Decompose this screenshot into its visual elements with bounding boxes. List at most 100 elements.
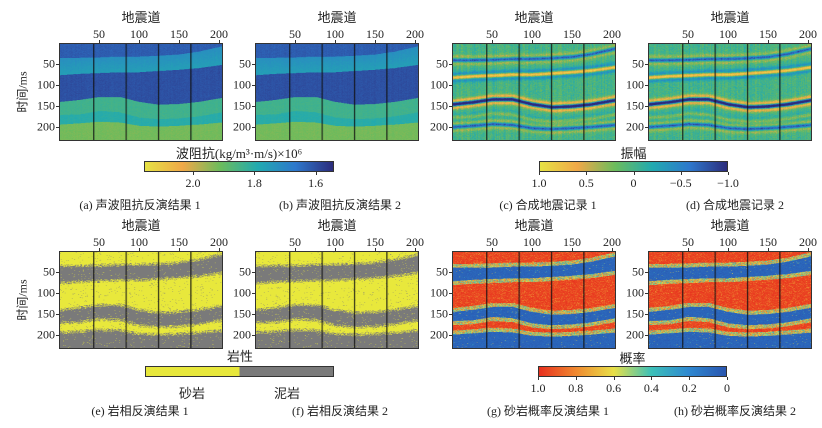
panel-caption: (b) 声波阻抗反演结果 2 bbox=[279, 198, 401, 212]
panel-caption: (c) 合成地震记录 1 bbox=[499, 198, 597, 212]
x-tick-label: 100 bbox=[326, 27, 344, 41]
heatmap-canvas-h bbox=[649, 252, 811, 348]
y-axis-title: 时间/ms bbox=[15, 279, 30, 321]
colorbar-tick-mark bbox=[651, 377, 653, 380]
colorbar-tick-mark bbox=[254, 172, 256, 175]
heatmap-canvas-d bbox=[649, 44, 811, 140]
y-tick-mark bbox=[56, 314, 59, 316]
x-tick-mark bbox=[219, 40, 220, 43]
x-tick-mark bbox=[768, 40, 769, 43]
x-tick-mark bbox=[572, 40, 573, 43]
y-tick-label: 50 bbox=[43, 264, 55, 279]
colorbar-tick-mark bbox=[575, 377, 577, 380]
y-tick-mark bbox=[645, 335, 648, 337]
colorbar-title: 波阻抗(kg/m³·m/s)×10⁶ bbox=[175, 146, 303, 161]
x-axis-title: 地震道 bbox=[710, 218, 750, 233]
x-tick-mark bbox=[99, 248, 100, 251]
y-tick-label: 200 bbox=[37, 327, 55, 342]
colorbar-title: 概率 bbox=[619, 351, 646, 366]
x-tick-mark bbox=[295, 40, 296, 43]
y-tick-label: 150 bbox=[37, 98, 55, 113]
colorbar-tick-label: −0.5 bbox=[669, 176, 692, 190]
x-tick-mark bbox=[219, 248, 220, 251]
heatmap-canvas-a bbox=[60, 44, 222, 140]
colorbar-tick-label: 2.0 bbox=[185, 176, 201, 190]
y-tick-mark bbox=[645, 293, 648, 295]
x-tick-mark bbox=[335, 40, 336, 43]
x-axis-title: 地震道 bbox=[514, 218, 554, 233]
x-tick-label: 100 bbox=[130, 235, 148, 249]
colorbar-amplitude bbox=[539, 161, 728, 172]
panel-caption: (a) 声波阻抗反演结果 1 bbox=[79, 198, 201, 212]
y-tick-mark bbox=[56, 64, 59, 66]
panel-caption: (h) 砂岩概率反演结果 2 bbox=[674, 404, 796, 418]
y-tick-label: 100 bbox=[233, 285, 251, 300]
y-tick-mark bbox=[449, 293, 452, 295]
y-tick-mark bbox=[645, 272, 648, 274]
y-tick-mark bbox=[449, 106, 452, 108]
colorbar-tick-label: −1.0 bbox=[717, 176, 739, 190]
heatmap-canvas-f bbox=[256, 252, 418, 348]
colorbar-tick-label: 0.5 bbox=[578, 176, 594, 190]
colorbar-probability bbox=[538, 366, 727, 377]
colorbar-tick-label: 0.2 bbox=[681, 381, 697, 395]
colorbar-impedance bbox=[144, 161, 334, 172]
x-tick-label: 150 bbox=[170, 27, 188, 41]
heatmap-panel-h bbox=[648, 251, 812, 349]
y-tick-mark bbox=[56, 272, 59, 274]
x-tick-label: 50 bbox=[486, 27, 498, 41]
colorbar-tick-label: 1.0 bbox=[531, 176, 547, 190]
x-tick-mark bbox=[139, 248, 140, 251]
y-tick-mark bbox=[645, 127, 648, 129]
x-tick-label: 200 bbox=[799, 235, 817, 249]
colorbar-title: 岩性 bbox=[226, 349, 254, 364]
colorbar-tick-mark bbox=[538, 377, 539, 380]
colorbar-category-label: 砂岩 bbox=[178, 386, 206, 401]
y-tick-label: 200 bbox=[233, 119, 251, 134]
x-axis-title: 地震道 bbox=[514, 10, 554, 25]
y-tick-mark bbox=[252, 106, 255, 108]
x-tick-label: 200 bbox=[210, 27, 228, 41]
y-tick-mark bbox=[56, 293, 59, 295]
y-tick-label: 200 bbox=[430, 119, 448, 134]
colorbar-tick-label: 0 bbox=[724, 381, 730, 395]
y-tick-mark bbox=[449, 64, 452, 66]
x-tick-label: 50 bbox=[93, 27, 105, 41]
heatmap-panel-d bbox=[648, 43, 812, 141]
x-tick-mark bbox=[572, 248, 573, 251]
x-tick-label: 100 bbox=[523, 235, 541, 249]
y-tick-mark bbox=[645, 106, 648, 108]
x-axis-title: 地震道 bbox=[710, 10, 750, 25]
y-tick-mark bbox=[645, 64, 648, 66]
x-tick-label: 150 bbox=[366, 27, 384, 41]
y-tick-label: 150 bbox=[626, 306, 644, 321]
x-tick-mark bbox=[375, 248, 376, 251]
colorbar-tick-mark bbox=[680, 172, 682, 175]
y-tick-mark bbox=[449, 314, 452, 316]
colorbar-tick-label: 0.8 bbox=[568, 381, 584, 395]
heatmap-panel-c bbox=[452, 43, 616, 141]
panel-caption: (d) 合成地震记录 2 bbox=[686, 198, 784, 212]
y-tick-label: 50 bbox=[632, 264, 644, 279]
y-tick-mark bbox=[56, 335, 59, 337]
colorbar-tick-mark bbox=[727, 377, 728, 380]
x-tick-mark bbox=[768, 248, 769, 251]
colorbar-tick-mark bbox=[689, 377, 691, 380]
y-tick-mark bbox=[449, 127, 452, 129]
heatmap-canvas-g bbox=[453, 252, 615, 348]
x-tick-label: 150 bbox=[759, 235, 777, 249]
colorbar-tick-mark bbox=[315, 172, 317, 175]
x-tick-mark bbox=[335, 248, 336, 251]
x-tick-mark bbox=[532, 248, 533, 251]
y-tick-label: 50 bbox=[239, 56, 251, 71]
x-tick-mark bbox=[179, 248, 180, 251]
y-tick-mark bbox=[645, 314, 648, 316]
y-tick-label: 200 bbox=[626, 119, 644, 134]
y-tick-mark bbox=[449, 272, 452, 274]
heatmap-panel-a bbox=[59, 43, 223, 141]
y-tick-mark bbox=[56, 127, 59, 129]
x-tick-label: 50 bbox=[486, 235, 498, 249]
x-tick-label: 50 bbox=[289, 235, 301, 249]
colorbar-category-label: 泥岩 bbox=[273, 386, 301, 401]
colorbar-tick-label: 1.8 bbox=[246, 176, 262, 190]
